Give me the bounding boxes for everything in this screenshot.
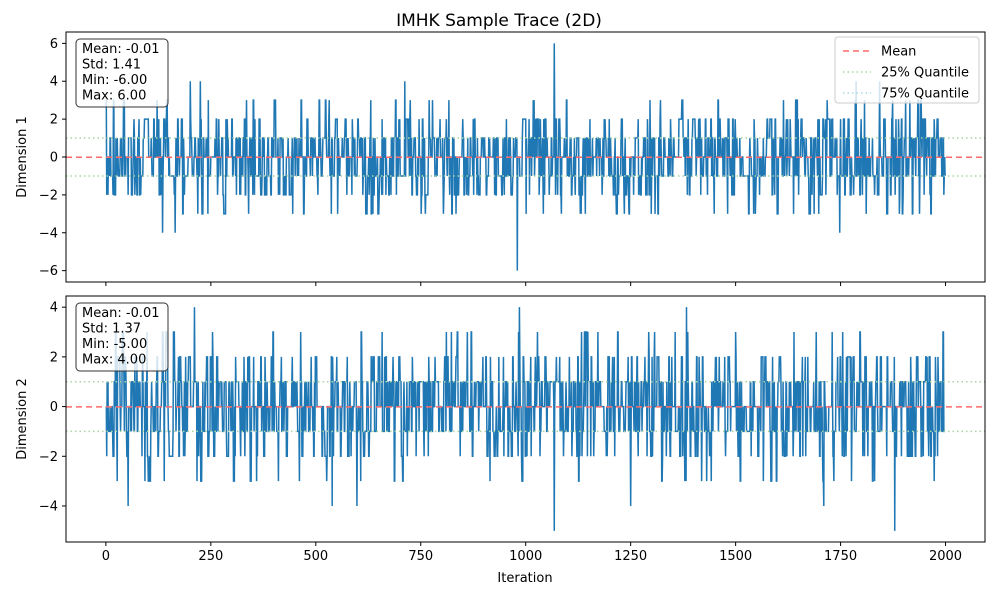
y-tick-label: 2 [50, 113, 58, 128]
panel-2: −4 −2 0 2 4 0 250 500 750 1000 1250 1500 1750 2000 Dim… [15, 295, 986, 564]
y-tick-label: −4 [39, 226, 58, 241]
x-tick-label: 500 [303, 549, 328, 564]
legend-entry: 25% Quantile [881, 66, 969, 81]
y-tick-label: 6 [50, 37, 58, 52]
stats-box [75, 302, 169, 372]
stats-box [75, 38, 169, 108]
stats-line: Max: 6.00 [82, 89, 146, 104]
y-tick-label: −2 [39, 188, 58, 203]
y-tick-label: 4 [50, 301, 58, 316]
y-tick-label: −6 [39, 264, 58, 279]
legend-entry: 75% Quantile [881, 87, 969, 102]
x-tick-label: 250 [198, 549, 223, 564]
y-tick-label: 2 [50, 350, 58, 365]
legend-entry: Mean [881, 45, 916, 60]
stats-line: Min: -5.00 [82, 337, 147, 352]
stats-line: Std: 1.37 [82, 322, 141, 337]
stats-line: Mean: -0.01 [82, 42, 160, 57]
trace-line-dimension-2 [105, 307, 946, 531]
y-tick-label: −2 [39, 450, 58, 465]
stats-line: Mean: -0.01 [82, 306, 160, 321]
x-axis-label: Iteration [497, 571, 552, 586]
y-tick-label: 0 [50, 151, 58, 166]
y-tick-label: 4 [50, 75, 58, 90]
x-tick-label: 1250 [614, 549, 647, 564]
stats-line: Min: -6.00 [82, 73, 147, 88]
stats-line: Max: 4.00 [82, 353, 146, 368]
x-tick-label: 2000 [929, 549, 962, 564]
x-tick-label: 1750 [824, 549, 857, 564]
chart-title: IMHK Sample Trace (2D) [396, 11, 602, 31]
x-tick-label: 750 [408, 549, 433, 564]
stats-line: Std: 1.41 [82, 58, 141, 73]
legend [834, 36, 980, 104]
y-axis-label-dimension-1: Dimension 1 [15, 116, 30, 198]
y-tick-label: −4 [39, 499, 58, 514]
x-tick-label: 1500 [719, 549, 752, 564]
x-tick-label: 0 [102, 549, 110, 564]
y-tick-label: 0 [50, 400, 58, 415]
x-tick-label: 1000 [509, 549, 542, 564]
y-axis-label-dimension-2: Dimension 2 [15, 378, 30, 460]
